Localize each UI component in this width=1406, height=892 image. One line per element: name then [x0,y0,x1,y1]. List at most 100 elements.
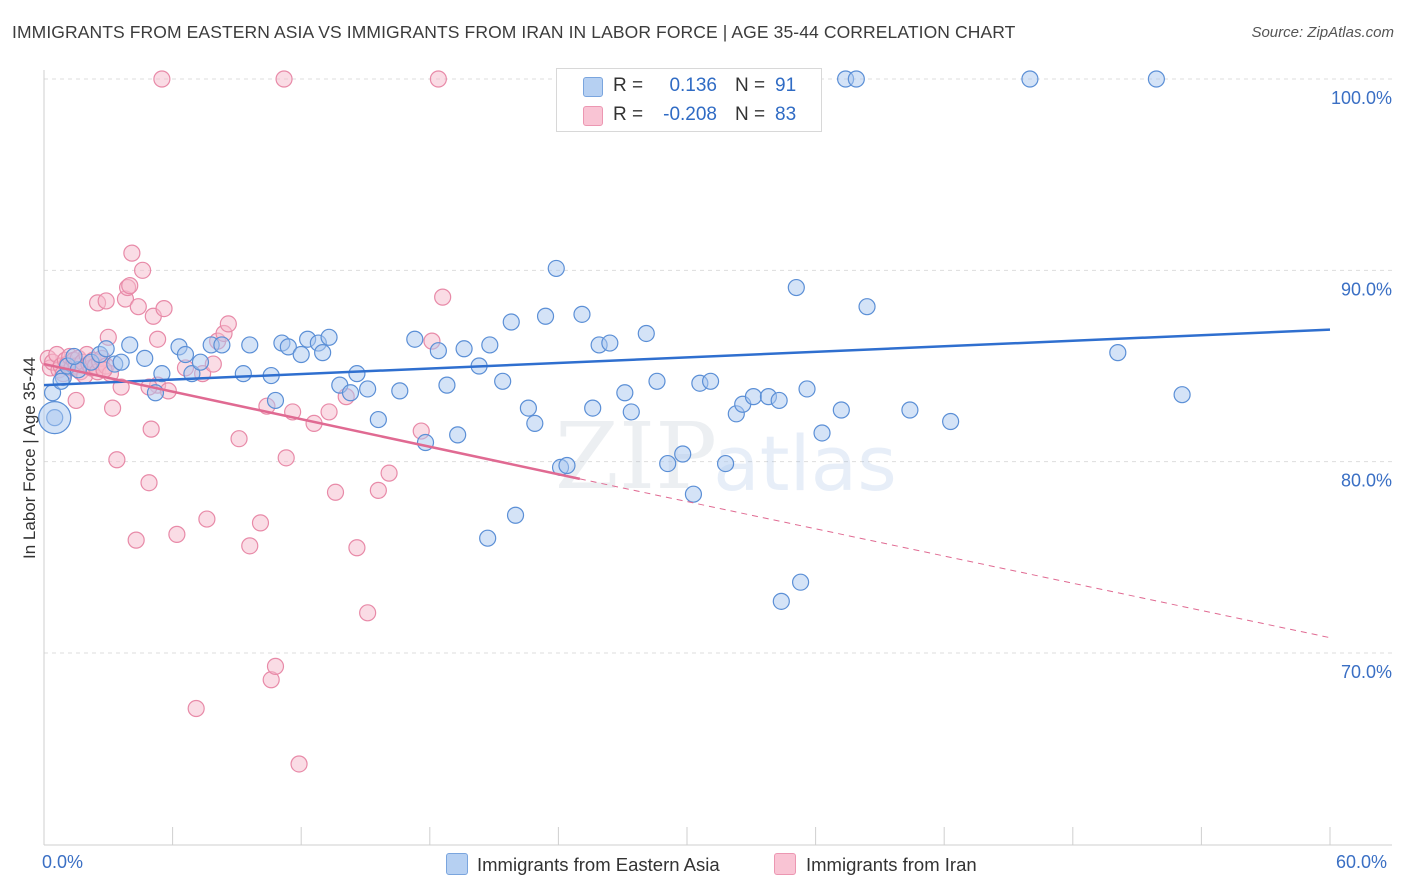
point-iran [168,525,186,543]
y-tick-label: 90.0% [1341,279,1392,299]
r-label: R = [613,104,644,125]
point-iran [251,514,270,532]
point-eastern-asia [266,391,285,410]
legend-swatch-iran [774,853,796,875]
point-iran [241,537,259,555]
point-iran [187,699,205,718]
point-eastern-asia [320,328,338,346]
trend-line-eastern-asia [43,328,1331,387]
stats-box: R = 0.136 N = 91 R = -0.208 N = 83 [556,68,822,132]
y-tick-label: 80.0% [1341,471,1392,491]
point-eastern-asia [1147,70,1165,88]
point-eastern-asia [65,347,83,366]
point-eastern-asia [798,380,816,398]
point-iran [277,449,295,467]
point-eastern-asia [348,365,366,383]
y-axis-label: In Labor Force | Age 35-44 [20,357,39,559]
point-eastern-asia [391,382,409,400]
point-eastern-asia [406,330,424,348]
point-iran [148,330,167,348]
trend-line-iran [43,362,581,481]
point-eastern-asia [622,403,640,421]
point-eastern-asia [153,365,171,383]
n-label: N = [735,104,766,125]
n-label: N = [735,75,766,96]
point-eastern-asia [52,372,70,390]
trend-line-iran-extension [579,478,1331,639]
r-value-iran: -0.208 [663,104,717,125]
points-iran [39,70,452,773]
point-iran [230,430,248,448]
point-eastern-asia [191,353,210,371]
point-eastern-asia [121,336,139,354]
swatch-eastern-asia [583,77,603,97]
point-eastern-asia [637,324,655,343]
point-eastern-asia [813,424,831,442]
swatch-iran [583,106,603,126]
point-eastern-asia [112,353,130,371]
point-eastern-asia [744,388,763,406]
point-eastern-asia [438,376,456,394]
legend-swatch-eastern-asia [446,853,468,875]
point-eastern-asia [1021,70,1039,88]
point-iran [121,277,139,295]
point-iran [198,510,216,528]
point-eastern-asia [359,380,377,398]
point-iran [320,403,338,421]
point-eastern-asia [234,365,252,383]
point-iran [266,657,285,675]
x-tick-label-max: 60.0% [1336,852,1388,872]
point-eastern-asia [674,445,692,463]
point-eastern-asia [241,336,259,354]
point-eastern-asia [684,485,703,503]
gridlines [44,78,1392,654]
point-iran [108,451,126,469]
point-eastern-asia [901,401,919,419]
chart-title: IMMIGRANTS FROM EASTERN ASIA VS IMMIGRAN… [12,22,1016,42]
r-value-eastern-asia: 0.136 [669,75,717,96]
point-eastern-asia [1173,386,1191,404]
point-eastern-asia [455,340,473,358]
point-iran [127,531,145,549]
point-eastern-asia [369,410,387,429]
axes [43,70,1392,846]
point-eastern-asia [479,529,497,547]
point-eastern-asia [481,336,499,354]
point-eastern-asia [832,401,850,419]
legend-label-iran: Immigrants from Iran [806,854,977,875]
point-eastern-asia [136,349,154,367]
point-eastern-asia [648,372,666,390]
point-eastern-asia [341,384,360,402]
point-iran [290,755,308,773]
point-eastern-asia [279,338,297,356]
point-eastern-asia [558,456,576,475]
point-eastern-asia [659,454,677,473]
point-iran [219,315,237,333]
point-eastern-asia [791,573,810,591]
point-eastern-asia [787,278,805,297]
point-eastern-asia [429,342,447,360]
y-tick-label: 100.0% [1331,88,1392,108]
point-eastern-asia [573,305,591,323]
point-iran [275,70,293,88]
point-iran [326,483,345,501]
point-eastern-asia [494,372,512,390]
point-eastern-asia [292,345,310,364]
n-value-eastern-asia: 91 [775,75,797,96]
point-iran [140,474,158,492]
point-eastern-asia-large [38,401,72,435]
point-iran [142,420,160,438]
point-iran [434,288,452,306]
point-iran [97,292,115,310]
point-iran [348,539,366,557]
point-eastern-asia [97,340,115,358]
point-eastern-asia [616,384,634,402]
point-iran [380,464,398,482]
x-tick-label-min: 0.0% [42,852,84,872]
point-eastern-asia [847,70,865,88]
point-eastern-asia [502,313,520,331]
stats-row-eastern-asia: R = 0.136 N = 91 [557,71,821,101]
point-eastern-asia [506,506,525,524]
y-tick-label: 70.0% [1341,662,1392,682]
